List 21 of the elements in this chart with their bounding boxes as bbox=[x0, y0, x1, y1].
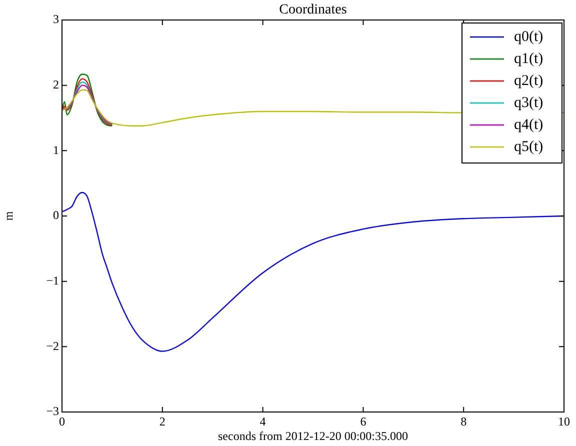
y-tick-label: −3 bbox=[46, 404, 59, 418]
legend-label: q1(t) bbox=[514, 50, 544, 67]
legend-label: q3(t) bbox=[514, 94, 544, 111]
chart-title: Coordinates bbox=[279, 2, 347, 18]
x-tick-label: 2 bbox=[159, 414, 166, 428]
legend-label: q5(t) bbox=[514, 138, 544, 155]
y-tick-label: 1 bbox=[53, 142, 59, 157]
legend-label: q0(t) bbox=[514, 28, 544, 45]
y-tick-label: 3 bbox=[53, 12, 59, 26]
legend-label: q4(t) bbox=[514, 116, 544, 133]
y-tick-label: 2 bbox=[53, 77, 59, 92]
x-axis-title: seconds from 2012-12-20 00:00:35.000 bbox=[218, 428, 408, 443]
legend-label: q2(t) bbox=[514, 72, 544, 89]
y-tick-label: −1 bbox=[46, 273, 59, 288]
y-axis-title: m bbox=[1, 210, 16, 221]
x-tick-label: 6 bbox=[360, 414, 366, 428]
x-tick-label: 4 bbox=[260, 414, 266, 428]
y-tick-label: 0 bbox=[53, 208, 59, 222]
x-tick-label: 10 bbox=[558, 414, 570, 428]
x-tick-label: 8 bbox=[460, 414, 467, 428]
y-tick-label: −2 bbox=[46, 338, 59, 353]
